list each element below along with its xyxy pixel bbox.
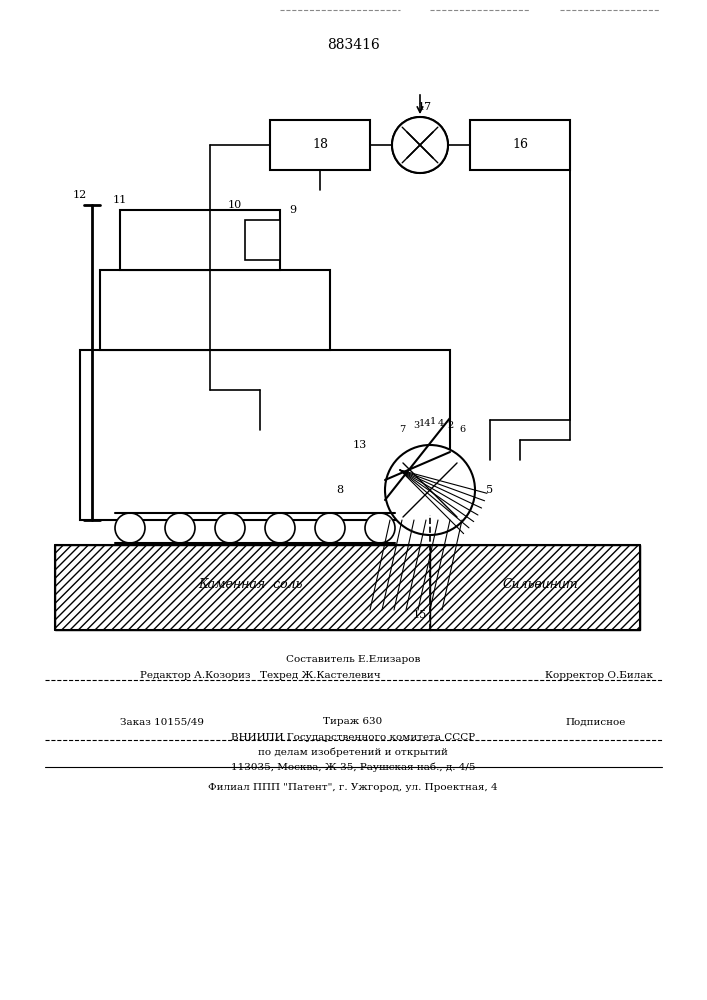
Circle shape: [265, 513, 295, 543]
Text: 11: 11: [113, 195, 127, 205]
Text: 17: 17: [418, 102, 432, 112]
Text: Подписное: Подписное: [565, 718, 626, 726]
Wedge shape: [400, 145, 440, 173]
Circle shape: [385, 445, 475, 535]
Text: 14: 14: [419, 418, 431, 428]
Text: Техред Ж.Кастелевич: Техред Ж.Кастелевич: [259, 670, 380, 680]
Text: Тираж 630: Тираж 630: [323, 718, 382, 726]
Text: 113035, Москва, Ж-35, Раушская наб., д. 4/5: 113035, Москва, Ж-35, Раушская наб., д. …: [230, 762, 475, 772]
Text: Составитель Е.Елизаров: Составитель Е.Елизаров: [286, 656, 420, 664]
Circle shape: [392, 117, 448, 173]
Circle shape: [165, 513, 195, 543]
Text: 10: 10: [228, 200, 242, 210]
Text: Заказ 10155/49: Заказ 10155/49: [120, 718, 204, 726]
Text: 4: 4: [438, 418, 444, 428]
Bar: [270, 120, 370, 170]
Circle shape: [365, 513, 395, 543]
Text: 6: 6: [459, 426, 465, 434]
Text: 883416: 883416: [327, 38, 380, 52]
Text: Редактор А.Козориз: Редактор А.Козориз: [140, 670, 250, 680]
Text: Каменная  соль: Каменная соль: [198, 578, 302, 591]
Circle shape: [392, 117, 448, 173]
Bar: [80, 350, 450, 520]
Text: 8: 8: [337, 485, 344, 495]
Bar: [470, 120, 570, 170]
Text: 15: 15: [413, 610, 427, 620]
Bar: [430, 545, 640, 630]
Bar: [55, 545, 430, 630]
Wedge shape: [400, 117, 440, 145]
Text: Корректор О.Билак: Корректор О.Билак: [545, 670, 653, 680]
Text: 18: 18: [312, 138, 328, 151]
Text: 16: 16: [512, 138, 528, 151]
Text: по делам изобретений и открытий: по делам изобретений и открытий: [258, 747, 448, 757]
Text: Филиал ППП "Патент", г. Ужгород, ул. Проектная, 4: Филиал ППП "Патент", г. Ужгород, ул. Про…: [208, 782, 498, 792]
Text: 13: 13: [353, 440, 367, 450]
Circle shape: [215, 513, 245, 543]
Text: 7: 7: [399, 426, 405, 434]
Text: Сильвинит: Сильвинит: [502, 578, 578, 591]
Text: 12: 12: [73, 190, 87, 200]
Circle shape: [115, 513, 145, 543]
Text: 2: 2: [448, 420, 454, 430]
Text: ВНИИПИ Государственного комитета СССР: ВНИИПИ Государственного комитета СССР: [231, 732, 475, 742]
Bar: [120, 210, 280, 270]
Bar: [430, 545, 640, 630]
Bar: [245, 220, 280, 260]
Bar: [55, 545, 430, 630]
Text: 5: 5: [486, 485, 493, 495]
Bar: [100, 270, 330, 350]
Circle shape: [315, 513, 345, 543]
Text: 1: 1: [430, 418, 436, 426]
Text: 9: 9: [289, 205, 296, 215]
Text: 3: 3: [413, 420, 419, 430]
